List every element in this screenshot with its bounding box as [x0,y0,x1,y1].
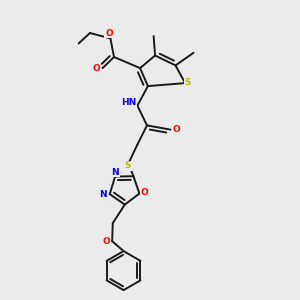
Text: N: N [99,190,107,199]
Text: O: O [141,188,149,196]
Text: N: N [111,167,119,176]
Text: O: O [172,125,180,134]
Text: HN: HN [122,98,136,107]
Text: O: O [102,237,110,246]
Text: O: O [105,28,113,38]
Text: O: O [93,64,101,73]
Text: S: S [185,78,191,87]
Text: S: S [124,161,131,170]
